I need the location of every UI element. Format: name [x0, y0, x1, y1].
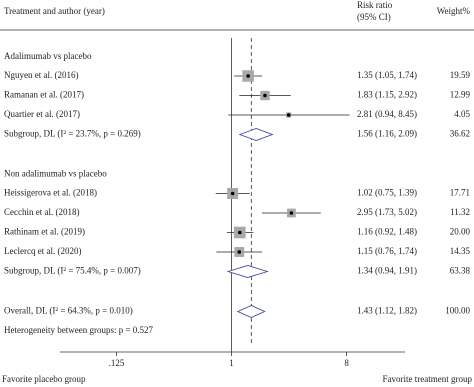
weight-label: 14.35 [450, 246, 471, 256]
point [289, 211, 294, 215]
ci-label: 1.16 (0.92, 1.48) [357, 227, 417, 237]
point [263, 93, 267, 98]
header-effect: Risk ratio [357, 0, 393, 10]
right-label: Favorite treatment group [383, 374, 473, 384]
weight-label: 36.62 [450, 129, 470, 139]
row-label: Subgroup, DL (I² = 75.4%, p = 0.007) [4, 266, 141, 276]
row-label: Nguyen et al. (2016) [4, 70, 78, 80]
weight-label: 4.05 [454, 109, 470, 119]
weight-label: 17.71 [450, 188, 470, 198]
x-tick-label: 1 [229, 358, 234, 368]
weight-label: 19.59 [450, 70, 471, 80]
ci-label: 1.43 (1.12, 1.82) [357, 306, 417, 316]
point [230, 191, 235, 196]
header-study: Treatment and author (year) [4, 6, 105, 16]
row-label: Ramanan et al. (2017) [4, 90, 84, 100]
ci-label: 1.34 (0.94, 1.91) [357, 266, 417, 276]
row-label: Cecchin et al. (2018) [4, 207, 79, 217]
ci-label: 2.81 (0.94, 8.45) [357, 109, 417, 119]
row-label: Quartier et al. (2017) [4, 109, 80, 119]
diamond [236, 305, 266, 318]
ci-label: 1.35 (1.05, 1.74) [357, 70, 417, 80]
point [246, 74, 250, 78]
weight-label: 12.99 [450, 90, 471, 100]
point [286, 113, 291, 117]
row-label: Rathinam et al. (2019) [4, 227, 85, 237]
group-title: Non adalimumab vs placebo [4, 169, 107, 179]
left-label: Favorite placebo group [2, 374, 86, 384]
row-label: Subgroup, DL (I² = 23.7%, p = 0.269) [4, 129, 141, 139]
weight-label: 63.38 [450, 266, 471, 276]
x-tick-label: 8 [344, 358, 349, 368]
ci-label: 1.83 (1.15, 2.92) [357, 90, 417, 100]
diamond [238, 128, 274, 141]
group-title: Adalimumab vs placebo [4, 51, 92, 61]
weight-label: 20.00 [450, 227, 471, 237]
ci-label: 1.56 (1.16, 2.09) [357, 129, 417, 139]
ci-label: 2.95 (1.73, 5.02) [357, 207, 417, 217]
diamond [226, 265, 269, 278]
row-label: Overall, DL (I² = 64.3%, p = 0.010) [4, 306, 133, 316]
x-tick-label: .125 [109, 358, 125, 368]
row-label: Leclercq et al. (2020) [4, 246, 81, 256]
point [237, 250, 242, 254]
row-label: Heissigerova et al. (2018) [4, 188, 97, 198]
heterogeneity: Heterogeneity between groups: p = 0.527 [4, 325, 154, 335]
weight-label: 100.00 [445, 306, 470, 316]
point [237, 230, 242, 235]
header-effect: (95% CI) [357, 12, 391, 22]
ci-label: 1.02 (0.75, 1.39) [357, 188, 417, 198]
header-weight: Weight% [437, 6, 471, 16]
weight-label: 11.32 [450, 207, 470, 217]
ci-label: 1.15 (0.76, 1.74) [357, 246, 417, 256]
